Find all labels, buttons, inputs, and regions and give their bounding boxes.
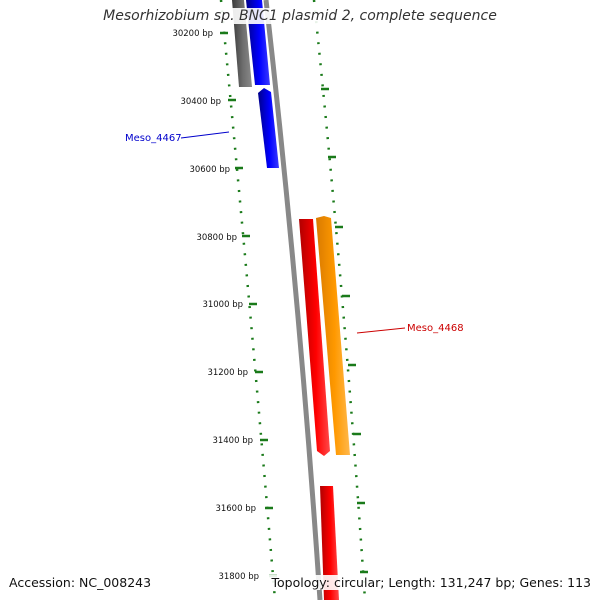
plasmid-backbone — [263, 0, 323, 600]
accession-text: Accession: NC_008243 — [9, 575, 152, 590]
gene-orange-feature[interactable] — [316, 216, 350, 455]
summary-text: Topology: circular; Length: 131,247 bp; … — [268, 575, 591, 590]
svg-text:Meso_4468: Meso_4468 — [407, 323, 464, 334]
tick-label: 31200 bp — [207, 368, 248, 378]
tick-label: 30200 bp — [172, 29, 213, 39]
gene-meso-4468-red[interactable] — [299, 219, 330, 456]
tick-label: 30400 bp — [180, 97, 221, 107]
gene-red-lower[interactable] — [320, 486, 339, 600]
map-title-text: Mesorhizobium sp. BNC1 plasmid 2, comple… — [99, 8, 501, 24]
gene-label-meso-4468[interactable]: Meso_4468 — [356, 323, 464, 334]
tick-label: 31000 bp — [202, 300, 243, 310]
tick-label: 31600 bp — [215, 504, 256, 514]
tick-marks-outer — [321, 87, 368, 574]
tick-label: 31800 bp — [218, 572, 259, 582]
gene-meso-4467[interactable] — [258, 88, 279, 168]
tick-label: 31400 bp — [212, 436, 253, 446]
tick-label: 30800 bp — [196, 233, 237, 243]
tick-labels: 30200 bp 30400 bp 30600 bp 30800 bp 3100… — [172, 29, 259, 582]
gene-label-meso-4467[interactable]: Meso_4467 — [125, 131, 230, 144]
map-title: Mesorhizobium sp. BNC1 plasmid 2, comple… — [0, 8, 600, 24]
svg-text:Meso_4467: Meso_4467 — [125, 133, 182, 144]
tick-label: 30600 bp — [189, 165, 230, 175]
